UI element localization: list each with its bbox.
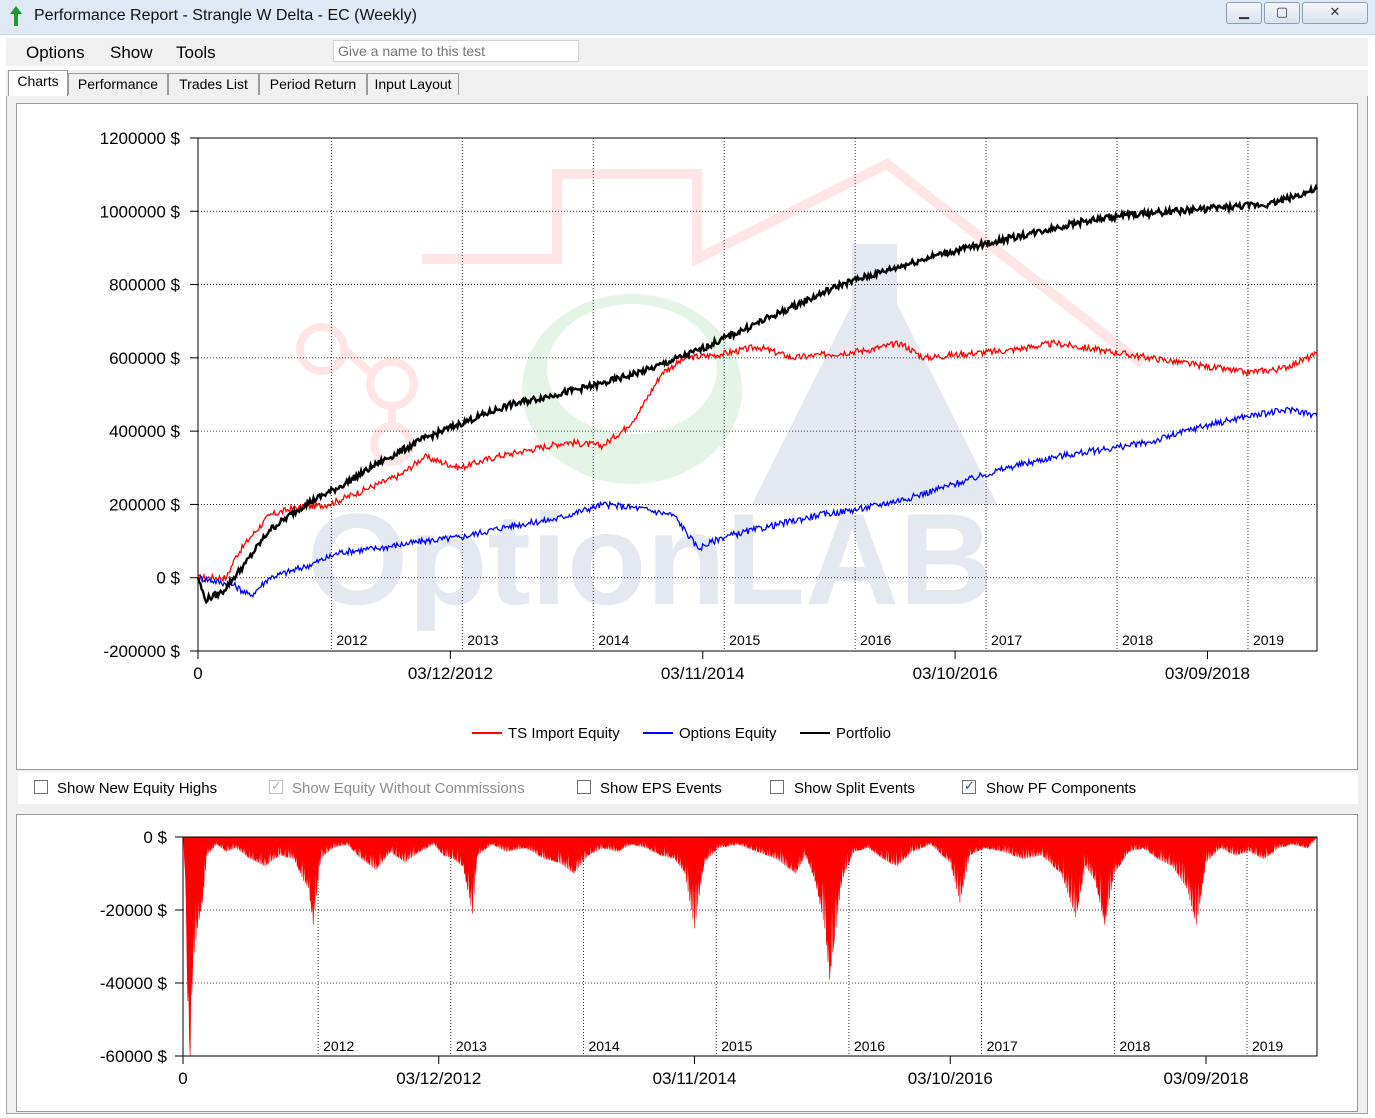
show-split-events-checkbox[interactable]	[770, 780, 784, 794]
tab-period-return[interactable]: Period Return	[259, 73, 367, 95]
drawdown-year-label: 2014	[589, 1038, 620, 1054]
drawdown-year-label: 2016	[854, 1038, 885, 1054]
maximize-icon: ▢	[1275, 4, 1289, 19]
menu-options[interactable]: Options	[26, 43, 85, 62]
equity-y-tick-label: 0 $	[156, 569, 180, 588]
tab-performance[interactable]: Performance	[68, 73, 168, 95]
menu-bar	[6, 38, 1368, 66]
equity-y-tick-label: 800000 $	[109, 276, 180, 295]
drawdown-x-tick-label: 0	[178, 1069, 187, 1088]
equity-chart: OptionLAB 1200000 $ 1000000 $ 800000 $ 6000…	[100, 129, 1319, 742]
equity-year-label: 2013	[467, 632, 498, 648]
drawdown-chart-frame: 0 $ -20000 $ -40000 $ -60000 $ 2012 2013 2014 2…	[16, 814, 1358, 1112]
show-new-equity-highs-label: Show New Equity Highs	[57, 780, 218, 797]
drawdown-year-label: 2012	[323, 1038, 354, 1054]
equity-chart-frame: OptionLAB 1200000 $ 1000000 $ 800000 $ 6000…	[16, 103, 1358, 770]
title-bar: Performance Report - Strangle W Delta - …	[0, 0, 1375, 35]
legend-label-ts-import-equity: TS Import Equity	[508, 725, 620, 742]
equity-year-label: 2016	[860, 632, 891, 648]
menu-tools[interactable]: Tools	[176, 43, 216, 62]
drawdown-year-label: 2017	[987, 1038, 1018, 1054]
drawdown-year-label: 2015	[721, 1038, 752, 1054]
equity-x-tick-label: 03/09/2018	[1165, 664, 1250, 683]
show-split-events-label: Show Split Events	[794, 780, 915, 797]
equity-year-label: 2018	[1122, 632, 1153, 648]
drawdown-x-tick-label: 03/10/2016	[908, 1069, 993, 1088]
equity-year-label: 2015	[729, 632, 760, 648]
show-new-equity-highs-checkbox[interactable]	[34, 780, 48, 794]
drawdown-year-label: 2018	[1119, 1038, 1150, 1054]
equity-y-tick-label: 1000000 $	[100, 202, 181, 221]
drawdown-y-tick-label: 0 $	[143, 828, 167, 847]
drawdown-year-label: 2013	[456, 1038, 487, 1054]
equity-year-label: 2017	[991, 632, 1022, 648]
drawdown-y-tick-label: -60000 $	[100, 1047, 168, 1066]
equity-x-tick-label: 03/10/2016	[913, 664, 998, 683]
show-eps-events-checkbox[interactable]	[577, 780, 591, 794]
watermark-text: OptionLAB	[307, 486, 993, 632]
drawdown-chart: 0 $ -20000 $ -40000 $ -60000 $ 2012 2013 2014 2…	[100, 828, 1318, 1088]
maximize-button[interactable]: ▢	[1264, 2, 1300, 24]
equity-year-label: 2019	[1253, 632, 1284, 648]
drawdown-plot-border	[182, 836, 1318, 1057]
show-equity-without-commissions-checkbox[interactable]	[269, 778, 283, 794]
equity-x-tick-label: 03/11/2014	[661, 664, 745, 683]
drawdown-y-tick-label: -20000 $	[100, 901, 168, 920]
series-line-portfolio	[196, 183, 1319, 605]
equity-x-tick-label: 03/12/2012	[408, 664, 493, 683]
show-eps-events-label: Show EPS Events	[600, 780, 722, 797]
close-button[interactable]: ✕	[1302, 2, 1368, 24]
app-leaf-icon	[10, 6, 22, 26]
drawdown-year-label: 2019	[1252, 1038, 1283, 1054]
equity-y-tick-label: 600000 $	[109, 349, 180, 368]
close-icon: ✕	[1329, 4, 1341, 19]
legend-label-options-equity: Options Equity	[679, 725, 777, 742]
show-pf-components-checkbox[interactable]	[962, 778, 976, 794]
series-line-options-equity	[197, 406, 1318, 598]
tab-strip: Charts Performance Trades List Period Re…	[6, 70, 1368, 97]
show-equity-without-commissions-label: Show Equity Without Commissions	[292, 780, 525, 797]
equity-plot-border	[197, 137, 1318, 652]
equity-y-tick-label: 1200000 $	[100, 129, 181, 148]
equity-year-label: 2014	[598, 632, 629, 648]
tab-charts[interactable]: Charts	[8, 70, 68, 97]
chart-options-bar: Show New Equity Highs Show Equity Withou…	[18, 772, 1358, 804]
equity-y-tick-label: -200000 $	[103, 642, 180, 661]
drawdown-area	[182, 836, 1318, 1057]
test-name-input[interactable]	[333, 40, 579, 62]
minimize-button[interactable]: ▁	[1226, 2, 1262, 24]
drawdown-x-tick-label: 03/12/2012	[396, 1069, 481, 1088]
equity-y-tick-label: 200000 $	[109, 495, 180, 514]
drawdown-y-tick-label: -40000 $	[100, 974, 168, 993]
window-title: Performance Report - Strangle W Delta - …	[34, 7, 417, 24]
tab-trades-list[interactable]: Trades List	[168, 73, 259, 95]
equity-x-tick-label: 0	[193, 664, 202, 683]
menu-show[interactable]: Show	[110, 43, 153, 62]
equity-year-label: 2012	[336, 632, 367, 648]
drawdown-x-tick-label: 03/09/2018	[1163, 1069, 1248, 1088]
minimize-icon: ▁	[1239, 4, 1249, 19]
show-pf-components-label: Show PF Components	[986, 780, 1137, 797]
drawdown-x-tick-label: 03/11/2014	[653, 1069, 737, 1088]
series-line-ts-import-equity	[197, 338, 1318, 583]
tab-input-layout[interactable]: Input Layout	[367, 73, 459, 95]
watermark-logo: OptionLAB	[296, 158, 1146, 632]
equity-y-tick-label: 400000 $	[109, 422, 180, 441]
legend-label-portfolio: Portfolio	[836, 725, 891, 742]
